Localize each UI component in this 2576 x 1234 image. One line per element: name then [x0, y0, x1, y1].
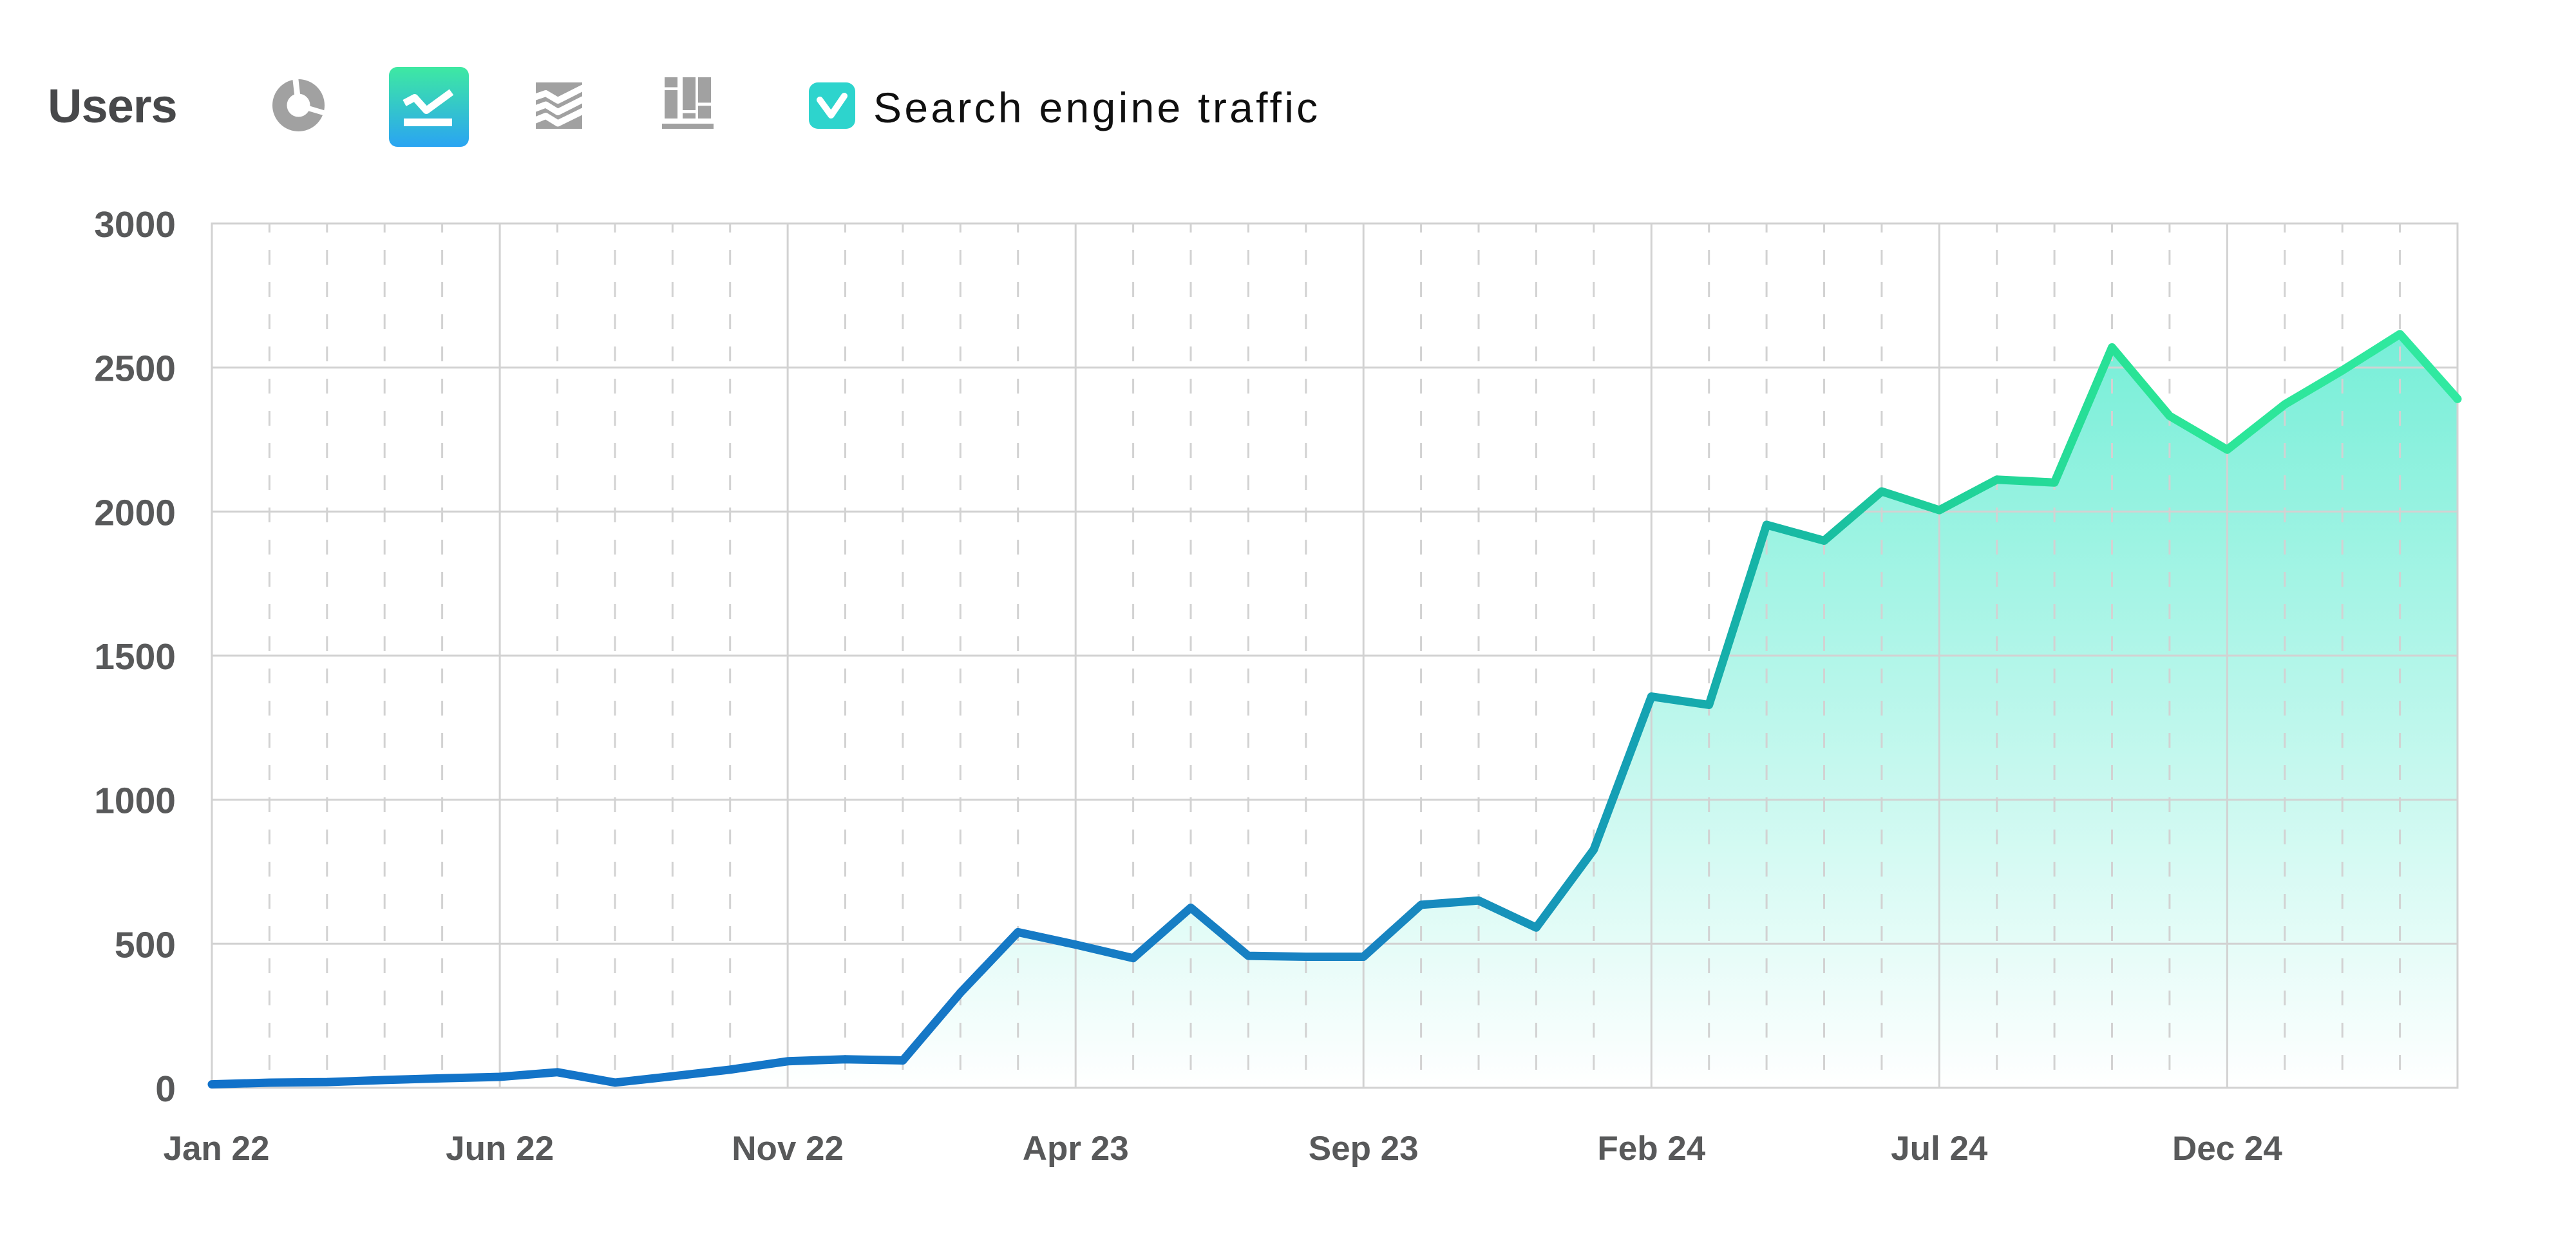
- svg-text:0: 0: [155, 1068, 176, 1110]
- svg-text:Sep 23: Sep 23: [1309, 1130, 1419, 1168]
- svg-text:Jun 22: Jun 22: [446, 1130, 554, 1168]
- svg-text:Feb 24: Feb 24: [1597, 1130, 1705, 1168]
- svg-text:Jul 24: Jul 24: [1891, 1130, 1988, 1168]
- svg-text:Apr 23: Apr 23: [1023, 1130, 1129, 1168]
- svg-text:Jan 22: Jan 22: [163, 1130, 269, 1168]
- svg-text:1000: 1000: [94, 781, 176, 822]
- svg-text:2000: 2000: [94, 492, 176, 533]
- svg-text:2500: 2500: [94, 348, 176, 390]
- svg-text:3000: 3000: [94, 204, 176, 245]
- svg-text:1500: 1500: [94, 636, 176, 678]
- svg-text:Dec 24: Dec 24: [2172, 1130, 2282, 1168]
- svg-text:500: 500: [115, 924, 176, 965]
- svg-text:Nov 22: Nov 22: [732, 1130, 844, 1168]
